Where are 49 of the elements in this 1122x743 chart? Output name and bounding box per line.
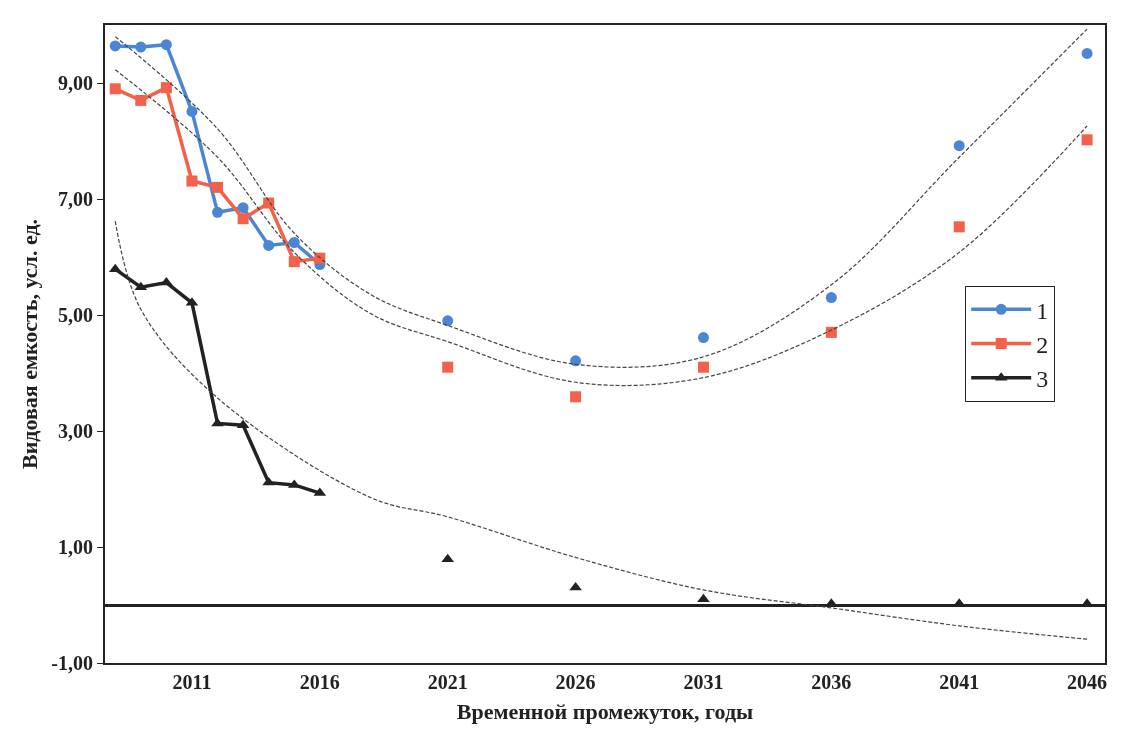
point <box>263 197 275 209</box>
point <box>109 40 121 52</box>
x-tick-label: 2026 <box>555 670 596 693</box>
point <box>953 221 965 233</box>
point <box>212 181 224 193</box>
point <box>186 175 198 187</box>
y-tick-label: 3,00 <box>58 420 93 442</box>
point <box>953 140 965 152</box>
line-series <box>114 220 1088 640</box>
y-tick-label: 1,00 <box>58 536 93 558</box>
x-tick-label: 2031 <box>683 670 724 693</box>
point <box>442 315 454 327</box>
point <box>109 83 121 95</box>
point <box>697 332 709 344</box>
point <box>697 361 709 373</box>
x-tick-label: 2036 <box>811 670 852 693</box>
point <box>263 239 275 251</box>
point <box>288 256 300 268</box>
x-tick-label: 2046 <box>1067 670 1108 693</box>
point <box>570 391 582 403</box>
point <box>186 105 198 117</box>
y-tick-label: 9,00 <box>58 72 93 94</box>
point <box>160 39 172 51</box>
x-axis-title: Временной промежуток, годы <box>456 699 754 725</box>
point <box>1081 134 1093 146</box>
legend-label: 2 <box>1036 331 1049 358</box>
x-tick-label: 2016 <box>299 670 340 693</box>
point <box>237 202 249 214</box>
point <box>237 213 249 225</box>
point <box>1081 47 1093 59</box>
x-tick-label: 2021 <box>427 670 468 693</box>
y-tick-label: 7,00 <box>58 188 93 210</box>
point <box>135 94 147 106</box>
point <box>160 82 172 94</box>
point <box>212 206 224 218</box>
x-tick-label: 2011 <box>172 670 212 693</box>
point <box>211 417 224 427</box>
point <box>442 361 454 373</box>
legend-label: 3 <box>1036 366 1049 393</box>
legend-label: 1 <box>1036 297 1049 324</box>
point <box>288 237 300 248</box>
point <box>825 292 837 304</box>
y-tick-label: 5,00 <box>58 304 93 326</box>
point <box>825 326 837 338</box>
point <box>570 355 582 367</box>
y-tick-label: -1,00 <box>51 652 93 674</box>
y-axis-title: Видовая емкость, усл. ед. <box>16 218 42 470</box>
x-tick-label: 2041 <box>939 670 980 693</box>
point <box>135 41 147 53</box>
